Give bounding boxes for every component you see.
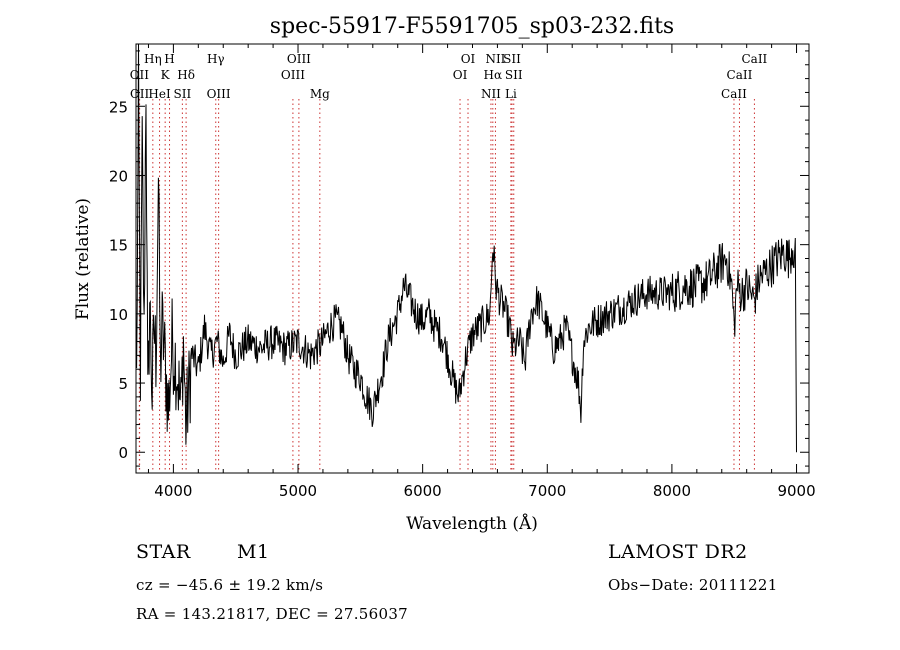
spectral-line-label: Hη [144,52,162,66]
plot-frame [135,43,810,474]
spectral-line-label: OII [130,68,150,82]
x-tick-label: 7000 [528,482,566,500]
x-axis-label: Wavelength (Å) [406,513,538,534]
redshift-readout: cz = −45.6 ± 19.2 km/s [136,576,324,594]
coordinates-readout: RA = 143.21817, DEC = 27.56037 [136,605,409,623]
spectral-line-label: OII [130,87,150,101]
x-tick-label: 8000 [653,482,691,500]
spectral-line-markers [138,99,755,473]
survey-name: LAMOST DR2 [608,541,748,563]
spectral-line-label: NII [485,52,505,66]
spectral-line-label: SII [174,87,192,101]
y-axis-ticks: 0 5 10 15 20 25 [109,50,809,467]
y-axis-label: Flux (relative) [73,198,93,320]
x-tick-label: 4000 [154,482,192,500]
object-subclass: M1 [237,541,270,563]
y-tick-label: 25 [109,98,128,116]
y-tick-label: 0 [118,444,128,462]
spectral-line-label: CaII [741,52,767,66]
x-tick-label: 9000 [777,482,815,500]
spectral-line-label: SII [505,68,523,82]
spectral-line-label: OI [453,68,468,82]
observation-date: Obs−Date: 20111221 [608,576,778,594]
chart-title: spec-55917-F5591705_sp03-232.fits [270,14,674,39]
spectral-line-label: OIII [281,68,305,82]
spectral-line-label: OIII [207,87,231,101]
spectral-line-label: Mg [310,87,330,101]
y-tick-label: 5 [118,375,128,393]
spectral-line-label: Hγ [207,52,225,66]
spectral-line-label: HeI [148,87,171,101]
spectral-line-label: SII [503,52,521,66]
spectral-line-label: Hα [484,68,503,82]
spectral-line-label: Hδ [177,68,195,82]
x-tick-label: 5000 [279,482,317,500]
spectral-line-label: NII [481,87,501,101]
spectrum-series-line [136,44,797,453]
y-tick-label: 10 [109,306,128,324]
spectral-line-label: K [161,68,171,82]
spectral-line-labels: OII OII Hη HK HeI Hδ SII Hγ OIII OIII OIII Mg OI OI NI… [130,52,768,101]
x-axis-ticks: 4000 5000 6000 7000 8000 9000 [147,44,816,500]
spectral-line-label: CaII [727,68,753,82]
spectral-line-label: OI [461,52,476,66]
spectral-line-label: CaII [721,87,747,101]
object-class: STAR [136,541,191,563]
spectral-line-label: Li [505,87,517,101]
spectral-line-label: H [164,52,174,66]
x-tick-label: 6000 [404,482,442,500]
spectral-line-label: OIII [287,52,311,66]
y-tick-label: 15 [109,237,128,255]
y-tick-label: 20 [109,167,128,185]
